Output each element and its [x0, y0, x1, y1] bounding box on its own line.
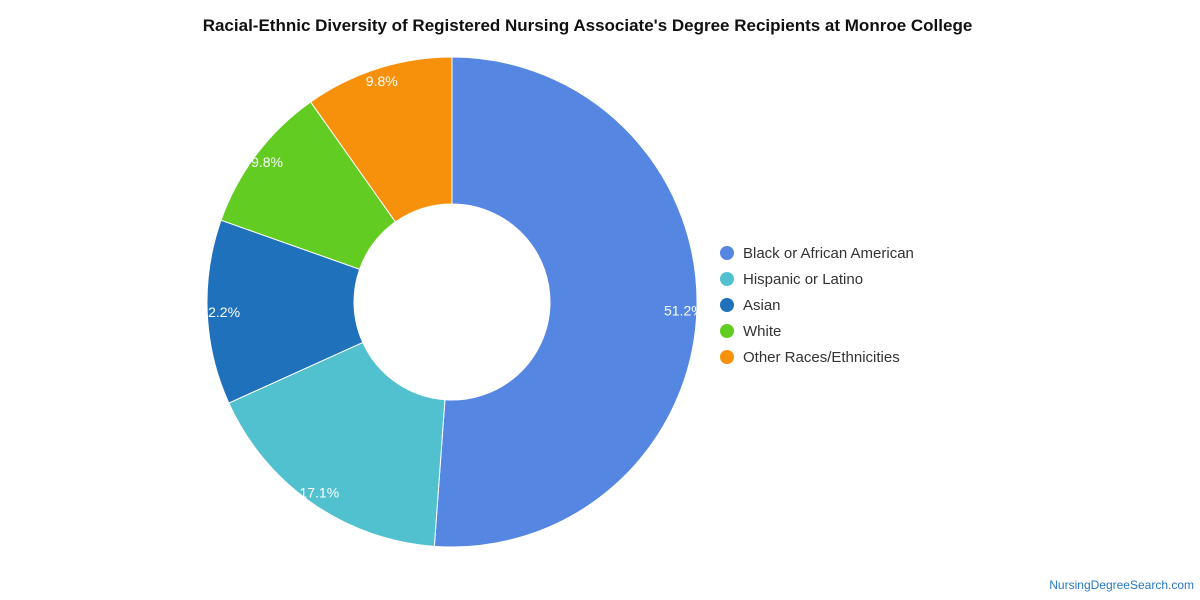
legend-swatch-icon [720, 272, 734, 286]
slice-value-label: 9.8% [366, 73, 398, 89]
legend-item-black-or-african-american[interactable]: Black or African American [720, 240, 914, 266]
slice-value-label: 9.8% [251, 154, 283, 170]
donut-slice-black-or-african-american[interactable] [433, 56, 698, 548]
legend-item-hispanic-or-latino[interactable]: Hispanic or Latino [720, 266, 914, 292]
legend-swatch-icon [720, 324, 734, 338]
legend-item-asian[interactable]: Asian [720, 292, 914, 318]
donut-slice-other-races-ethnicities[interactable] [309, 56, 453, 223]
legend-label: Asian [743, 296, 781, 314]
chart-title: Racial-Ethnic Diversity of Registered Nu… [202, 16, 973, 35]
legend-item-other-races-ethnicities[interactable]: Other Races/Ethnicities [720, 344, 914, 370]
legend-label: Hispanic or Latino [743, 270, 864, 288]
legend-label: Other Races/Ethnicities [743, 348, 900, 366]
chart-legend: Black or African American Hispanic or La… [720, 240, 914, 370]
slice-value-label: 12.2% [200, 304, 240, 320]
legend-swatch-icon [720, 298, 734, 312]
donut-slice-asian[interactable] [206, 219, 364, 404]
legend-label: Black or African American [743, 244, 914, 262]
donut-slice-hispanic-or-latino[interactable] [228, 341, 446, 547]
source-credit-link[interactable]: NursingDegreeSearch.com [1049, 578, 1194, 592]
slice-value-label: 51.2% [664, 302, 704, 318]
slice-value-label: 17.1% [299, 484, 339, 500]
legend-swatch-icon [720, 350, 734, 364]
legend-label: White [743, 322, 782, 340]
legend-swatch-icon [720, 246, 734, 260]
legend-item-white[interactable]: White [720, 318, 914, 344]
